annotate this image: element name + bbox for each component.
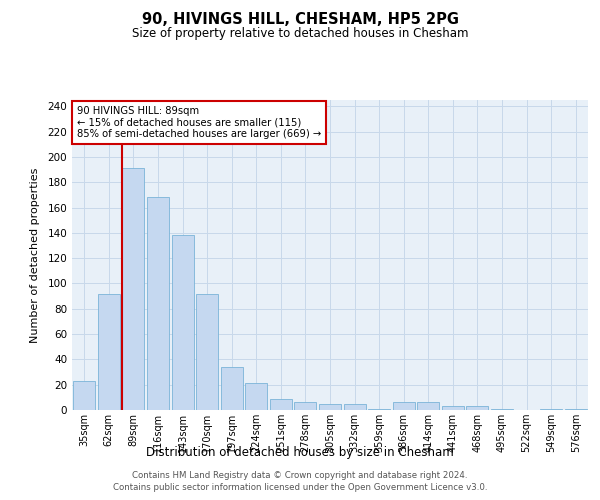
Bar xyxy=(245,384,268,410)
Bar xyxy=(172,236,194,410)
Bar xyxy=(98,294,120,410)
Text: 90, HIVINGS HILL, CHESHAM, HP5 2PG: 90, HIVINGS HILL, CHESHAM, HP5 2PG xyxy=(142,12,458,28)
Bar xyxy=(147,198,169,410)
Bar xyxy=(466,406,488,410)
Bar xyxy=(295,402,316,410)
Bar xyxy=(319,404,341,410)
Text: Contains HM Land Registry data © Crown copyright and database right 2024.
Contai: Contains HM Land Registry data © Crown c… xyxy=(113,471,487,492)
Bar xyxy=(540,408,562,410)
Bar xyxy=(442,406,464,410)
Bar xyxy=(196,294,218,410)
Bar xyxy=(565,408,587,410)
Bar xyxy=(221,367,243,410)
Bar xyxy=(392,402,415,410)
Bar xyxy=(270,398,292,410)
Bar xyxy=(417,402,439,410)
Bar xyxy=(122,168,145,410)
Bar xyxy=(491,408,513,410)
Y-axis label: Number of detached properties: Number of detached properties xyxy=(31,168,40,342)
Bar xyxy=(344,404,365,410)
Text: Size of property relative to detached houses in Chesham: Size of property relative to detached ho… xyxy=(132,28,468,40)
Bar xyxy=(73,381,95,410)
Bar xyxy=(368,408,390,410)
Text: 90 HIVINGS HILL: 89sqm
← 15% of detached houses are smaller (115)
85% of semi-de: 90 HIVINGS HILL: 89sqm ← 15% of detached… xyxy=(77,106,322,140)
Text: Distribution of detached houses by size in Chesham: Distribution of detached houses by size … xyxy=(146,446,454,459)
